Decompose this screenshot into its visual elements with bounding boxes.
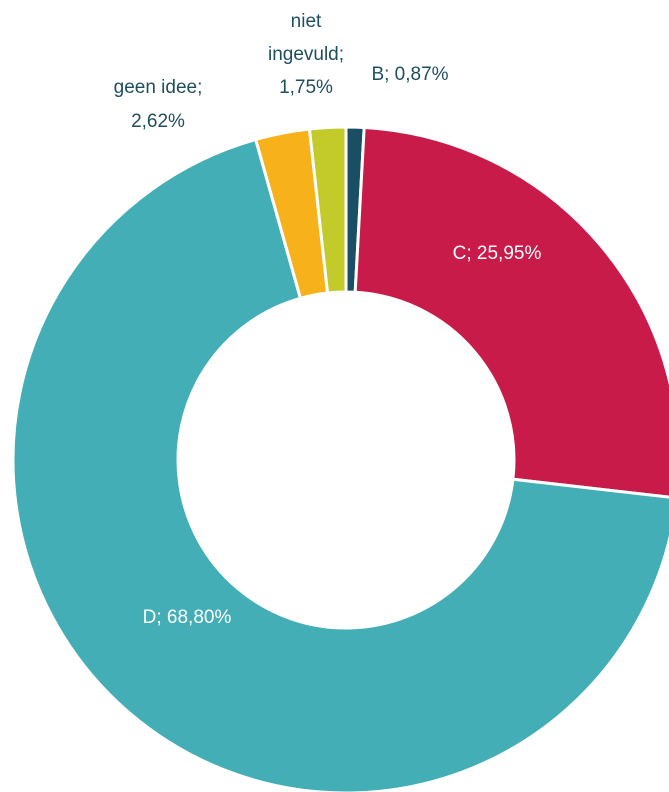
slice (353, 125, 669, 499)
data-label: ingevuld; (268, 44, 344, 65)
data-label: C; 25,95% (453, 243, 542, 264)
data-label: niet (291, 11, 322, 32)
data-label: D; 68,80% (143, 607, 232, 628)
data-label: B; 0,87% (371, 64, 448, 85)
slice (307, 125, 348, 295)
data-label: geen idee; (114, 77, 203, 98)
data-label: 2,62% (131, 111, 185, 132)
slice (11, 137, 669, 792)
data-label: 1,75% (279, 77, 333, 98)
